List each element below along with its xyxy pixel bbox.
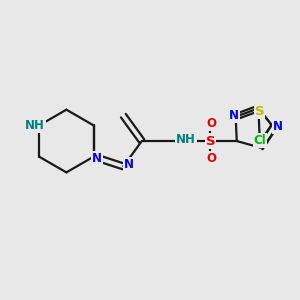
Text: O: O — [207, 117, 217, 130]
Text: S: S — [206, 134, 215, 148]
Text: Cl: Cl — [254, 134, 266, 147]
Text: NH: NH — [176, 133, 196, 146]
Text: N: N — [229, 109, 239, 122]
Text: NH: NH — [25, 119, 45, 132]
Text: N: N — [92, 152, 102, 165]
Text: O: O — [207, 152, 217, 165]
Text: N: N — [124, 158, 134, 171]
Text: S: S — [255, 105, 264, 118]
Text: N: N — [273, 120, 283, 133]
